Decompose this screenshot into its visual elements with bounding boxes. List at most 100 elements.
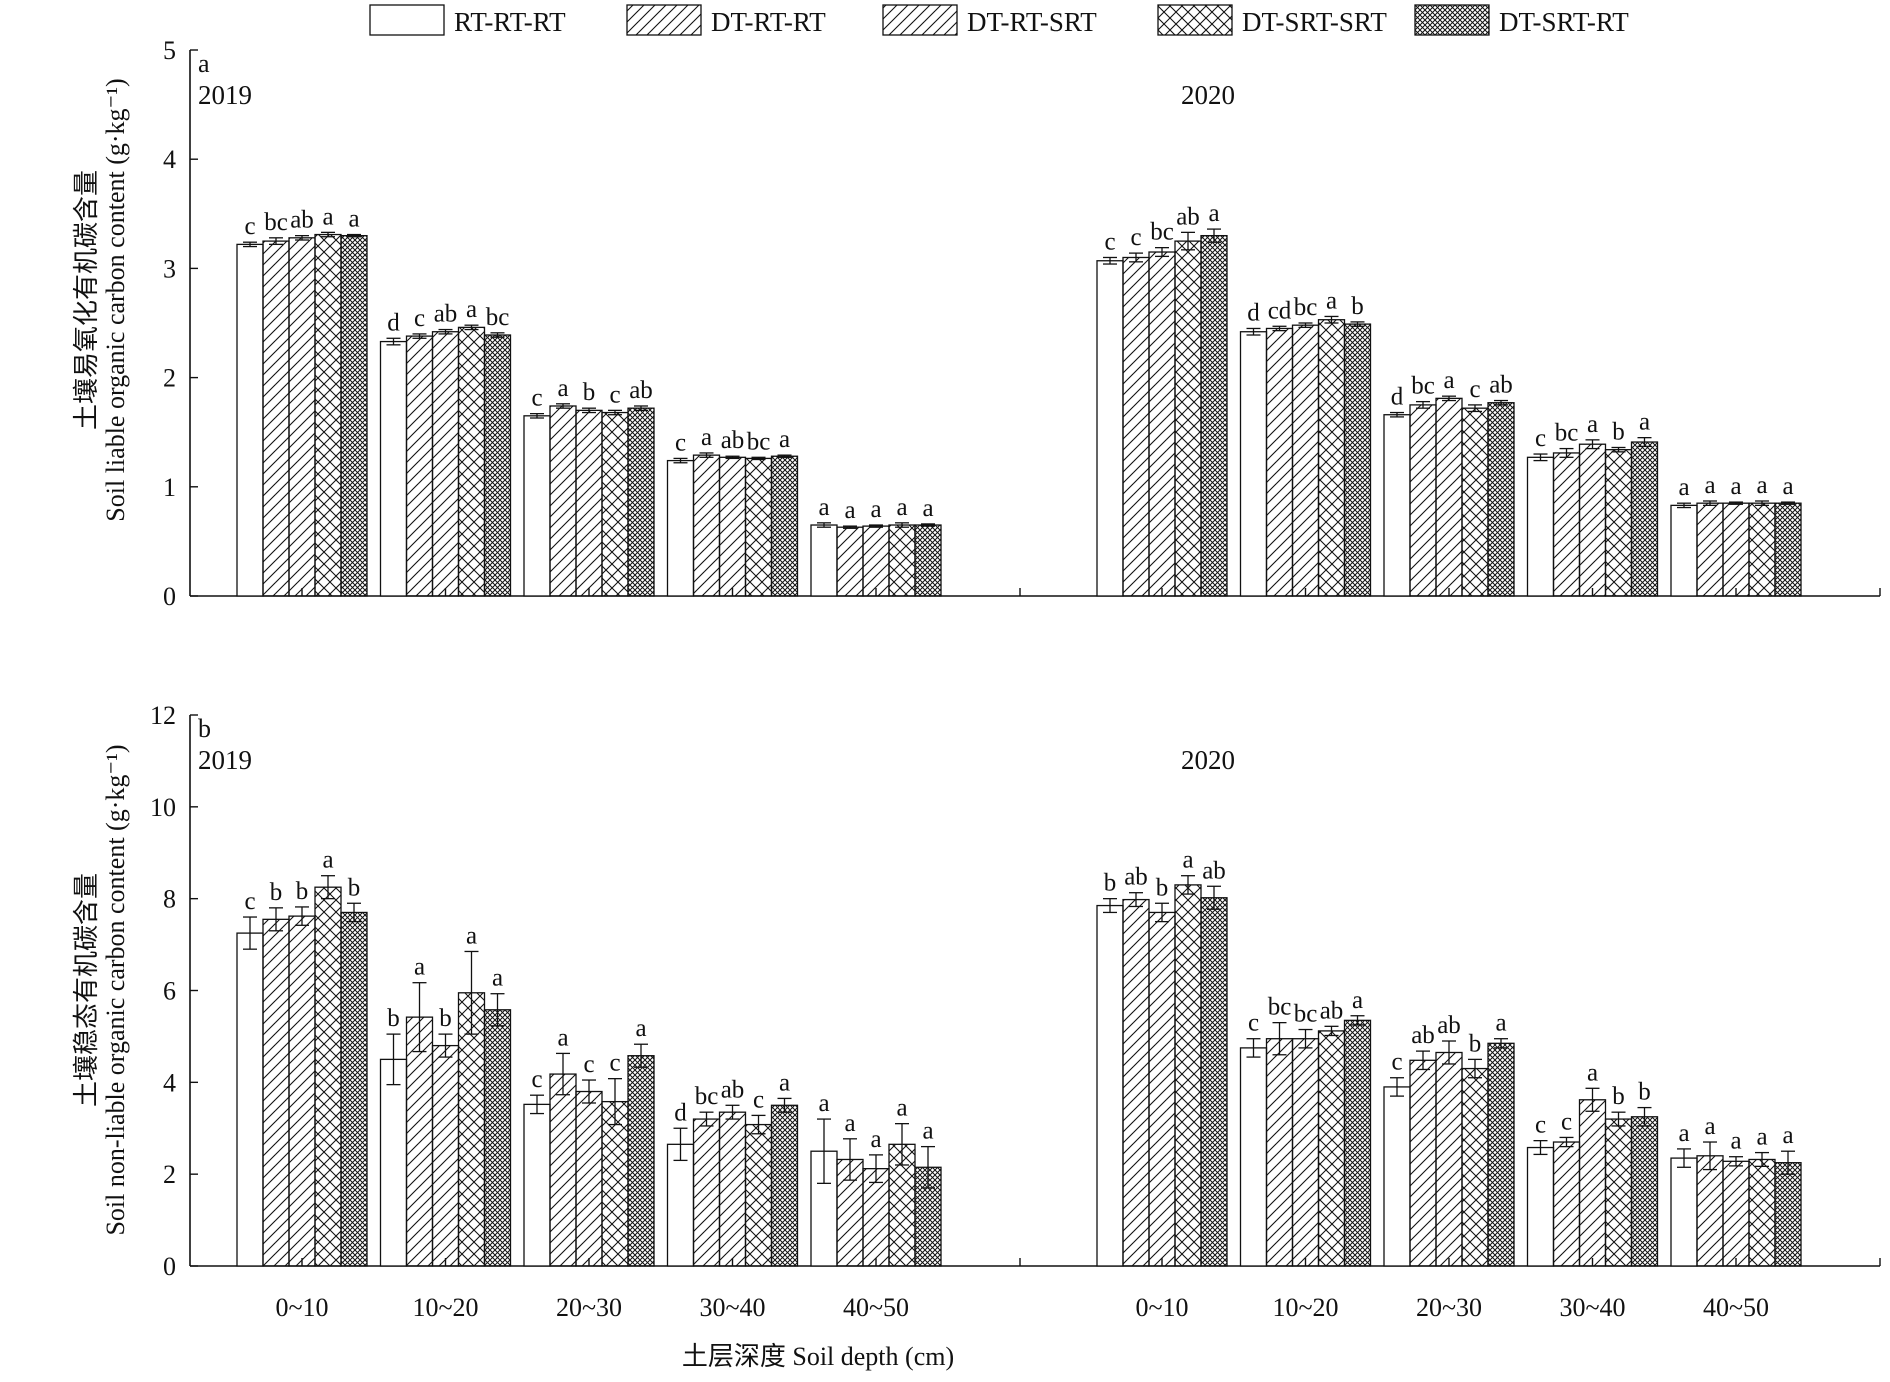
significance-letter: a <box>779 1069 790 1096</box>
bar <box>1722 1160 1750 1267</box>
bar <box>744 457 773 597</box>
bar <box>744 1123 773 1267</box>
significance-letter: a <box>896 1095 907 1122</box>
legend-swatch <box>369 4 445 36</box>
significance-letter: a <box>922 495 933 522</box>
y-axis-title-cn: 土壤易氧化有机碳含量 <box>72 170 101 430</box>
bar <box>810 524 838 597</box>
year-label: 2019 <box>198 745 252 775</box>
x-tick-label: 10~20 <box>412 1293 478 1322</box>
significance-letter: a <box>701 424 712 451</box>
year-label: 2020 <box>1181 80 1235 110</box>
bar <box>549 405 577 597</box>
significance-letter: a <box>1730 473 1741 500</box>
significance-letter: a <box>1208 200 1219 227</box>
y-tick-label: 5 <box>163 36 176 65</box>
bar <box>1748 502 1776 597</box>
significance-letter: cd <box>1268 297 1292 324</box>
bar <box>457 326 486 597</box>
significance-letter: ab <box>721 1076 745 1103</box>
bar <box>288 237 316 597</box>
significance-letter: a <box>896 494 907 521</box>
y-tick-label: 4 <box>163 145 176 174</box>
bar <box>862 525 890 597</box>
bar <box>1461 1067 1489 1267</box>
bar <box>1343 1019 1372 1267</box>
significance-letter: a <box>1352 987 1363 1014</box>
significance-letter: ab <box>1489 372 1513 399</box>
significance-letter: a <box>818 1090 829 1117</box>
bar <box>1200 234 1228 597</box>
significance-letter: c <box>1469 376 1480 403</box>
x-tick-label: 40~50 <box>843 1293 909 1322</box>
bar <box>862 1168 890 1267</box>
bar <box>405 335 434 597</box>
significance-letter: a <box>1443 367 1454 394</box>
significance-letter: a <box>1587 1059 1598 1086</box>
bar <box>692 454 721 597</box>
legend-label: RT-RT-RT <box>454 7 566 37</box>
bar <box>314 886 342 1267</box>
bar <box>340 911 368 1267</box>
y-tick-label: 2 <box>163 1160 176 1189</box>
bar <box>1291 1038 1320 1267</box>
significance-letter: a <box>492 965 503 992</box>
bar <box>1604 449 1633 597</box>
bar <box>405 1016 434 1267</box>
bar <box>1122 898 1150 1267</box>
significance-letter: ab <box>629 377 653 404</box>
bar <box>1526 1146 1555 1267</box>
significance-letter: c <box>531 385 542 412</box>
bar <box>1096 260 1124 597</box>
bar <box>666 459 695 597</box>
legend-label: DT-RT-RT <box>711 7 826 37</box>
bar <box>1148 911 1176 1267</box>
bar <box>1774 1162 1802 1267</box>
bar <box>770 455 799 597</box>
significance-letter: c <box>414 305 425 332</box>
significance-letter: a <box>870 496 881 523</box>
bar <box>601 411 629 597</box>
significance-letter: a <box>557 1024 568 1051</box>
bar <box>1722 502 1750 597</box>
significance-letter: a <box>414 954 425 981</box>
significance-letter: bc <box>747 428 771 455</box>
significance-letter: a <box>1704 1113 1715 1140</box>
bar <box>1409 404 1437 597</box>
significance-letter: a <box>818 494 829 521</box>
bar <box>575 1090 603 1267</box>
bar <box>288 915 316 1267</box>
significance-letter: a <box>922 1118 933 1145</box>
bar <box>1148 251 1176 597</box>
significance-letter: c <box>1391 1049 1402 1076</box>
bar <box>1630 441 1659 597</box>
significance-letter: a <box>844 497 855 524</box>
bar <box>1487 402 1515 597</box>
bar <box>236 243 264 597</box>
bar <box>1435 397 1463 597</box>
x-tick-label: 20~30 <box>1416 1293 1482 1322</box>
significance-letter: a <box>779 426 790 453</box>
panel-letter: a <box>198 49 210 78</box>
legend: RT-RT-RT DT-RT-RT DT-RT-SRT DT-SRT-SRT DT-SR… <box>369 4 1629 37</box>
bar <box>431 1044 460 1267</box>
significance-letter: a <box>1704 472 1715 499</box>
bar <box>770 1104 799 1267</box>
significance-letter: b <box>1638 1079 1651 1106</box>
bar <box>1239 331 1268 597</box>
significance-letter: bc <box>695 1083 719 1110</box>
significance-letter: c <box>675 429 686 456</box>
significance-letter: c <box>753 1086 764 1113</box>
significance-letter: b <box>387 1005 400 1032</box>
bar <box>483 334 512 597</box>
y-tick-label: 8 <box>163 885 176 914</box>
bar <box>1343 323 1372 597</box>
significance-letter: c <box>244 888 255 915</box>
significance-letter: d <box>1391 384 1404 411</box>
bar <box>627 1055 655 1267</box>
significance-letter: a <box>557 375 568 402</box>
bar <box>1174 884 1202 1267</box>
legend-swatch <box>626 4 702 36</box>
bar <box>1578 1099 1607 1267</box>
